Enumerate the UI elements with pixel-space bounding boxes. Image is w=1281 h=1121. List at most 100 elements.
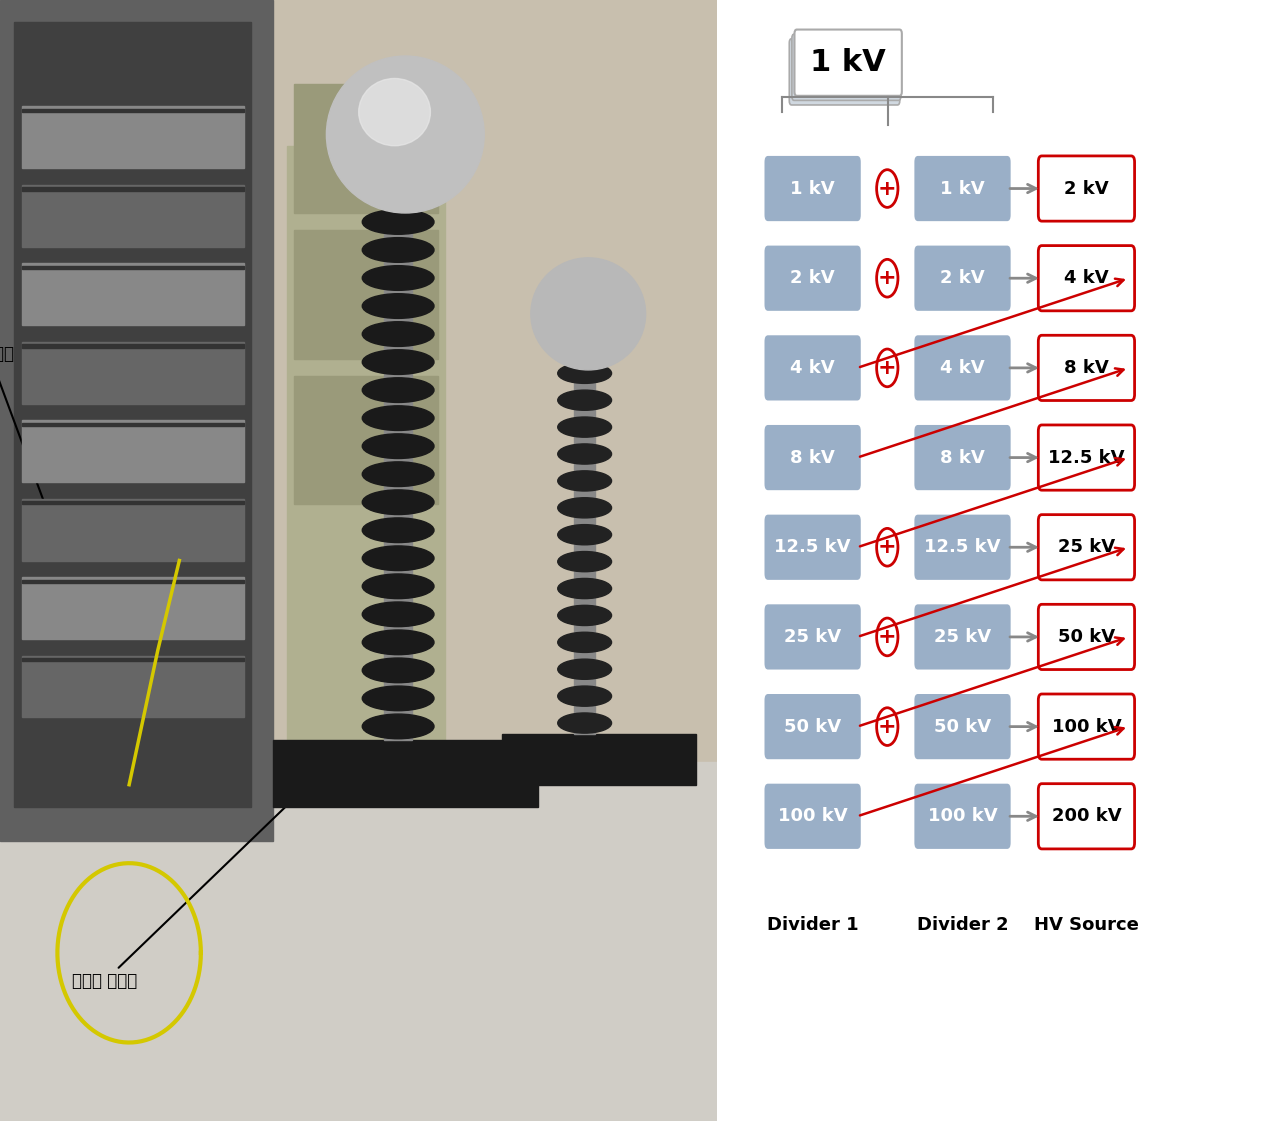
Ellipse shape <box>557 417 611 437</box>
Text: 25 kV: 25 kV <box>784 628 842 646</box>
Circle shape <box>876 707 898 745</box>
FancyBboxPatch shape <box>1039 694 1135 759</box>
Text: 50 kV: 50 kV <box>934 717 991 735</box>
Ellipse shape <box>363 658 434 683</box>
Circle shape <box>876 618 898 656</box>
FancyBboxPatch shape <box>792 34 901 101</box>
FancyBboxPatch shape <box>915 335 1011 400</box>
Text: 고전압 분압기: 고전압 분압기 <box>72 788 305 991</box>
Ellipse shape <box>557 659 611 679</box>
Text: 50 kV: 50 kV <box>784 717 842 735</box>
Ellipse shape <box>557 336 611 356</box>
Ellipse shape <box>363 378 434 402</box>
Bar <box>22 577 243 639</box>
Bar <box>22 580 243 583</box>
Ellipse shape <box>557 390 611 410</box>
Bar <box>574 308 596 734</box>
Text: 25 kV: 25 kV <box>1058 538 1114 556</box>
Text: +: + <box>877 537 897 557</box>
Ellipse shape <box>363 490 434 515</box>
Text: 1 kV: 1 kV <box>790 179 835 197</box>
Ellipse shape <box>363 210 434 234</box>
Text: +: + <box>877 716 897 736</box>
Bar <box>22 185 243 247</box>
Bar <box>14 22 251 807</box>
Bar <box>295 376 438 504</box>
FancyBboxPatch shape <box>1039 784 1135 849</box>
Ellipse shape <box>557 605 611 626</box>
FancyBboxPatch shape <box>915 784 1011 849</box>
Bar <box>22 342 243 404</box>
Text: 4 kV: 4 kV <box>940 359 985 377</box>
Ellipse shape <box>557 498 611 518</box>
FancyBboxPatch shape <box>1039 156 1135 221</box>
Text: 미터교정기: 미터교정기 <box>0 345 56 534</box>
Ellipse shape <box>363 322 434 346</box>
FancyBboxPatch shape <box>765 335 861 400</box>
Ellipse shape <box>363 434 434 458</box>
FancyBboxPatch shape <box>789 39 899 105</box>
Text: 8 kV: 8 kV <box>1065 359 1109 377</box>
Text: +: + <box>877 627 897 647</box>
Text: +: + <box>877 178 897 198</box>
Bar <box>22 263 243 325</box>
Ellipse shape <box>363 406 434 430</box>
Ellipse shape <box>363 350 434 374</box>
Text: +: + <box>877 268 897 288</box>
Ellipse shape <box>363 182 434 206</box>
Ellipse shape <box>363 546 434 571</box>
Ellipse shape <box>363 238 434 262</box>
Ellipse shape <box>557 363 611 383</box>
FancyBboxPatch shape <box>765 784 861 849</box>
Text: 100 kV: 100 kV <box>778 807 848 825</box>
Text: HV Source: HV Source <box>1034 916 1139 934</box>
Ellipse shape <box>557 632 611 652</box>
Ellipse shape <box>359 78 430 146</box>
Text: 12.5 kV: 12.5 kV <box>775 538 851 556</box>
Bar <box>0 0 273 841</box>
Circle shape <box>876 349 898 387</box>
Bar <box>273 740 538 807</box>
Text: 50 kV: 50 kV <box>1058 628 1114 646</box>
Bar <box>22 423 243 426</box>
Ellipse shape <box>557 525 611 545</box>
Ellipse shape <box>363 462 434 487</box>
Ellipse shape <box>557 686 611 706</box>
Bar <box>22 266 243 269</box>
Ellipse shape <box>363 714 434 739</box>
Ellipse shape <box>363 630 434 655</box>
Text: 4 kV: 4 kV <box>1065 269 1109 287</box>
Bar <box>0 762 717 1121</box>
FancyBboxPatch shape <box>765 245 861 311</box>
Ellipse shape <box>363 686 434 711</box>
Ellipse shape <box>557 444 611 464</box>
Text: 100 kV: 100 kV <box>1052 717 1121 735</box>
FancyBboxPatch shape <box>1039 335 1135 400</box>
FancyBboxPatch shape <box>794 29 902 95</box>
Circle shape <box>876 169 898 207</box>
Ellipse shape <box>363 294 434 318</box>
FancyBboxPatch shape <box>915 156 1011 221</box>
Bar <box>22 106 243 168</box>
Text: 12.5 kV: 12.5 kV <box>1048 448 1125 466</box>
FancyBboxPatch shape <box>915 694 1011 759</box>
Text: 8 kV: 8 kV <box>790 448 835 466</box>
FancyBboxPatch shape <box>1039 515 1135 580</box>
Bar <box>22 344 243 348</box>
FancyBboxPatch shape <box>1039 425 1135 490</box>
Text: 12.5 kV: 12.5 kV <box>925 538 1000 556</box>
Ellipse shape <box>530 258 646 370</box>
FancyBboxPatch shape <box>765 156 861 221</box>
Text: Divider 1: Divider 1 <box>767 916 858 934</box>
Bar <box>22 658 243 661</box>
FancyBboxPatch shape <box>765 694 861 759</box>
Bar <box>22 499 243 560</box>
Ellipse shape <box>557 471 611 491</box>
FancyBboxPatch shape <box>1039 245 1135 311</box>
Text: +: + <box>877 358 897 378</box>
FancyBboxPatch shape <box>765 425 861 490</box>
Ellipse shape <box>363 266 434 290</box>
Text: Divider 2: Divider 2 <box>917 916 1008 934</box>
FancyBboxPatch shape <box>915 604 1011 669</box>
Text: 200 kV: 200 kV <box>1052 807 1121 825</box>
